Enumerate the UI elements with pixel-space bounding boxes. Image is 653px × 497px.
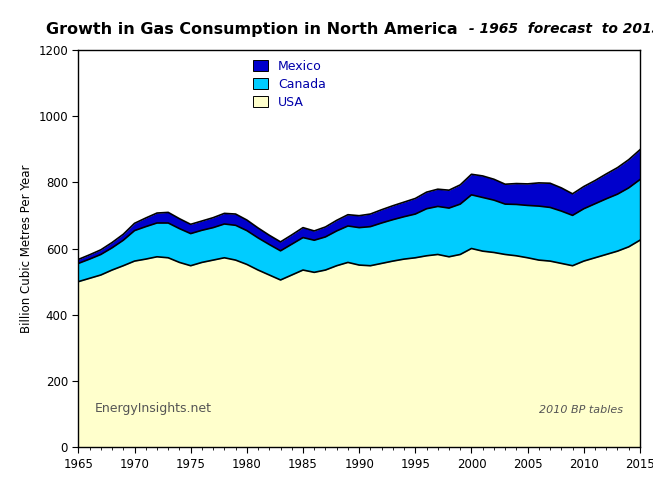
Y-axis label: Billion Cubic Metres Per Year: Billion Cubic Metres Per Year <box>20 164 33 333</box>
Legend: Mexico, Canada, USA: Mexico, Canada, USA <box>253 60 326 109</box>
Text: - 1965  forecast  to 2015: - 1965 forecast to 2015 <box>464 22 653 36</box>
Text: EnergyInsights.net: EnergyInsights.net <box>95 403 212 415</box>
Text: Growth in Gas Consumption in North America: Growth in Gas Consumption in North Ameri… <box>46 22 457 37</box>
Text: 2010 BP tables: 2010 BP tables <box>539 406 623 415</box>
